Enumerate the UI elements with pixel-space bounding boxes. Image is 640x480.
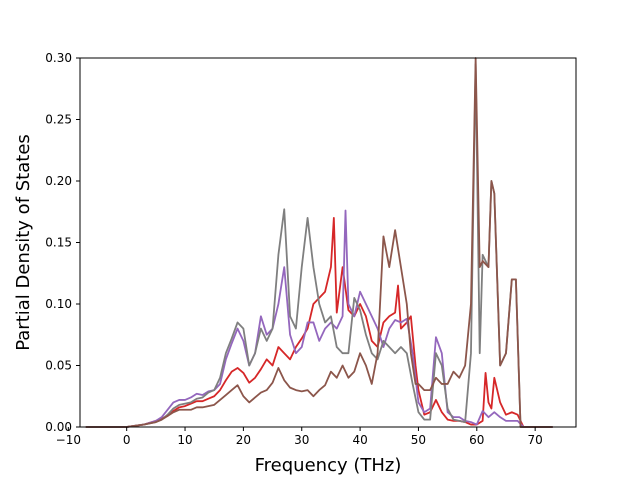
y-tick-label: 0.25: [45, 113, 72, 127]
series-layer: [85, 57, 553, 428]
y-tick-label: 0.15: [45, 236, 72, 250]
series-line-4: [85, 57, 553, 428]
y-tick-label: 0.00: [45, 420, 72, 434]
y-axis-label: Partial Density of States: [13, 134, 34, 351]
x-tick-label: 10: [177, 433, 192, 447]
series-line-2: [85, 209, 553, 428]
x-axis-label: Frequency (THz): [255, 455, 402, 476]
y-tick-label: 0.10: [45, 297, 72, 311]
y-axis: 0.00 0.05 0.10 0.15 0.20 0.25 0.30: [45, 51, 80, 434]
x-tick-label: 40: [352, 433, 367, 447]
x-tick-label: 20: [236, 433, 251, 447]
y-tick-label: 0.20: [45, 174, 72, 188]
series-line-1: [85, 217, 553, 428]
plot-area: [79, 57, 577, 428]
y-tick-label: 0.30: [45, 51, 72, 65]
x-tick-label: 30: [294, 433, 309, 447]
x-tick-label: 0: [123, 433, 131, 447]
y-tick-label: 0.05: [45, 359, 72, 373]
x-tick-label: 50: [411, 433, 426, 447]
x-tick-label: 60: [469, 433, 484, 447]
x-axis: −10 0 10 20 30 40 50 60 70: [56, 427, 543, 447]
x-tick-label: 70: [528, 433, 543, 447]
x-tick-label: −10: [56, 433, 81, 447]
